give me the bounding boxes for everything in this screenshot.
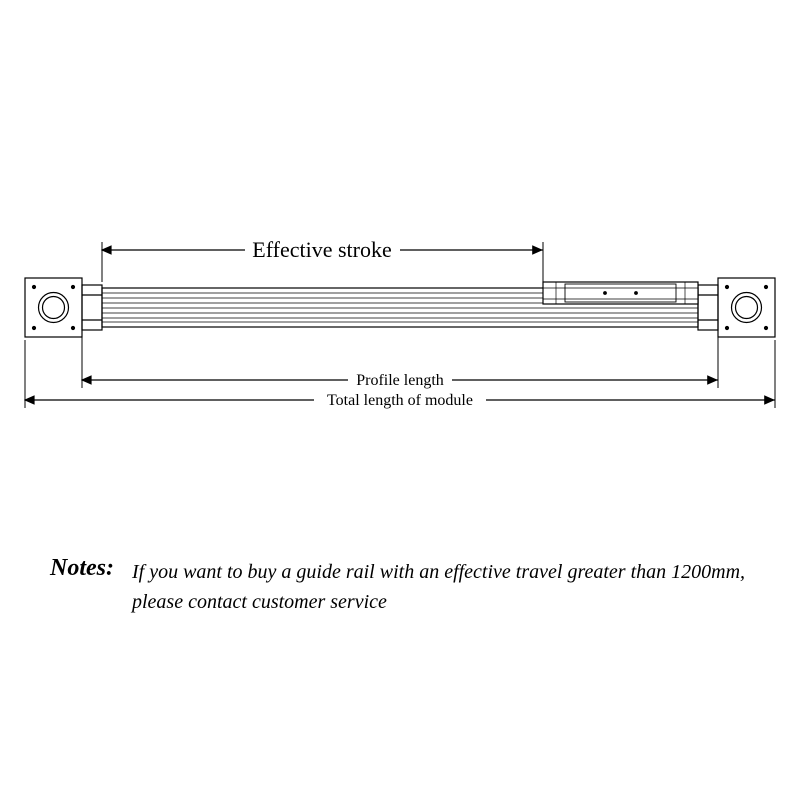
effective-stroke-label: Effective stroke [252,237,391,262]
left-endcap [25,278,102,337]
total-length-label: Total length of module [327,392,473,409]
carriage [543,282,698,304]
notes-label: Notes: [50,555,114,582]
notes-text: If you want to buy a guide rail with an … [132,555,750,617]
dim-total-length: Total length of module [25,392,775,409]
technical-drawing: Effective stroke [0,200,800,450]
dim-effective-stroke: Effective stroke [102,237,543,282]
rail-body [25,278,775,337]
right-endcap [698,278,775,337]
dim-profile-length: Profile length [82,372,718,389]
notes-section: Notes: If you want to buy a guide rail w… [50,555,750,617]
profile-length-label: Profile length [356,372,444,389]
rail-diagram-svg: Effective stroke [0,200,800,450]
